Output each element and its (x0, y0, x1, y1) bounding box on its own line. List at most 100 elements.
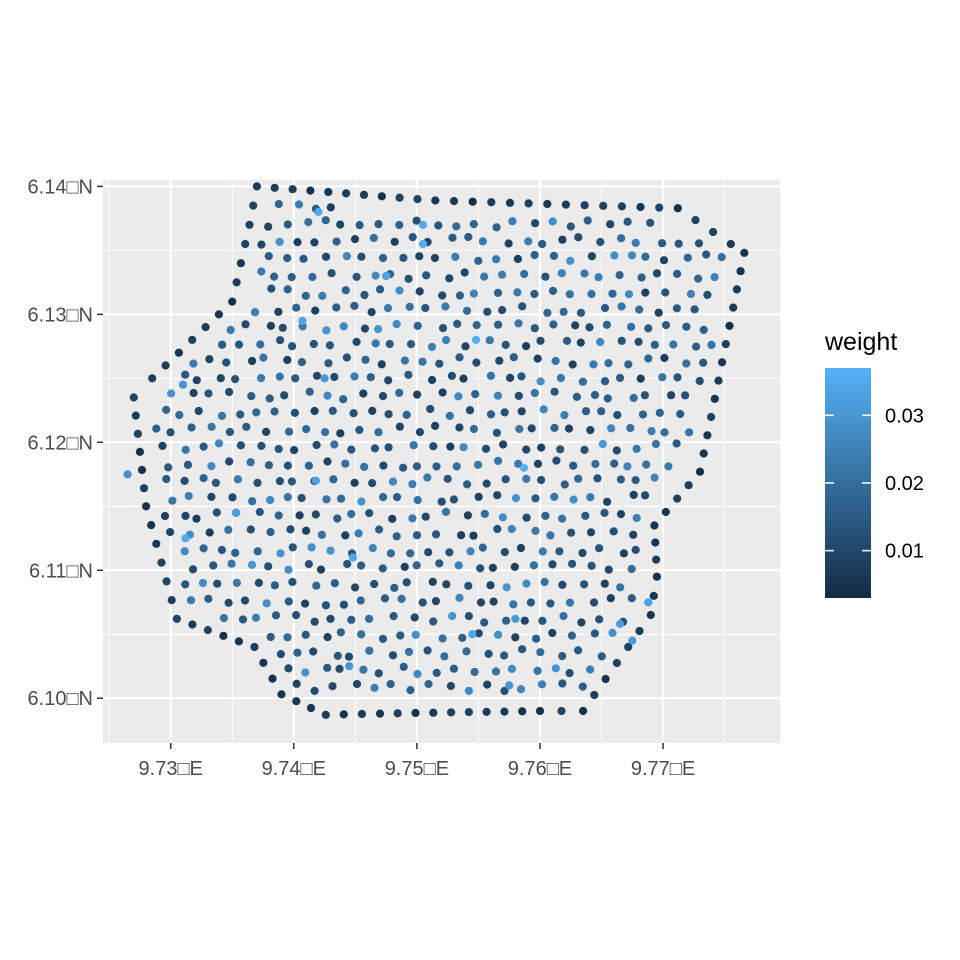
data-point (168, 496, 177, 505)
data-point (360, 324, 370, 333)
data-point (505, 198, 515, 207)
data-point (257, 441, 266, 450)
data-point (537, 443, 546, 452)
data-point (564, 424, 574, 433)
data-point (522, 513, 531, 522)
data-point (707, 340, 716, 349)
data-point (460, 268, 469, 277)
data-point (600, 377, 610, 386)
data-point (480, 618, 489, 627)
data-point (590, 390, 600, 400)
data-point (557, 269, 566, 278)
data-point (552, 456, 561, 465)
data-point (440, 652, 449, 661)
data-point (152, 424, 161, 433)
data-point (483, 307, 492, 316)
data-point (518, 302, 527, 311)
data-point (478, 543, 487, 552)
data-point (248, 356, 257, 366)
data-point (415, 252, 424, 261)
data-point (641, 288, 650, 297)
data-point (175, 410, 184, 420)
data-point (323, 663, 332, 672)
data-point (636, 202, 645, 212)
data-point (594, 273, 603, 282)
data-point (162, 474, 171, 484)
data-point (323, 391, 332, 400)
data-point (559, 611, 568, 621)
data-point (178, 380, 188, 389)
data-point (276, 336, 285, 345)
data-point (357, 252, 366, 261)
data-point (297, 358, 306, 367)
data-point (246, 525, 255, 534)
data-point (682, 359, 691, 368)
data-point (616, 509, 626, 519)
data-point (399, 253, 408, 262)
data-point (427, 342, 437, 351)
data-point (683, 253, 692, 262)
data-point (245, 220, 254, 229)
data-point (695, 467, 705, 476)
data-point (442, 580, 451, 589)
data-point (606, 594, 615, 603)
data-point (432, 668, 441, 678)
data-point (264, 252, 273, 261)
data-point (474, 256, 483, 265)
data-point (673, 204, 682, 213)
data-point (654, 308, 663, 317)
data-point (452, 462, 461, 471)
data-point (339, 710, 348, 719)
data-point (531, 219, 540, 228)
data-point (686, 289, 696, 299)
data-point (583, 216, 592, 225)
data-point (275, 372, 284, 381)
data-point (418, 239, 428, 249)
data-point (318, 291, 327, 300)
data-point (578, 548, 587, 558)
data-point (337, 494, 346, 503)
legend: weight 0.01 0.02 0.03 (824, 328, 924, 598)
data-point (301, 291, 310, 300)
data-point (660, 428, 669, 437)
data-point (637, 273, 646, 282)
data-point (661, 507, 670, 517)
data-point (600, 579, 609, 588)
data-point (430, 253, 439, 263)
data-point (227, 559, 236, 568)
data-point (566, 256, 575, 265)
data-point (332, 303, 341, 312)
data-point (207, 462, 216, 471)
data-point (627, 564, 636, 574)
data-point (418, 220, 428, 229)
data-point (551, 664, 560, 673)
data-point (188, 620, 197, 629)
data-point (612, 658, 622, 668)
data-point (321, 601, 330, 610)
data-point (429, 708, 438, 717)
data-point (567, 528, 576, 537)
data-point (541, 511, 550, 520)
data-point (379, 493, 388, 502)
data-point (291, 374, 300, 383)
data-point (431, 597, 440, 606)
data-point (321, 710, 330, 719)
data-point (241, 239, 250, 249)
data-point (725, 321, 734, 330)
data-point (468, 197, 477, 206)
data-point (702, 250, 711, 259)
data-point (312, 371, 322, 380)
data-point (464, 232, 473, 242)
data-point (204, 594, 213, 603)
data-point (312, 440, 321, 450)
data-point (587, 561, 596, 570)
data-point (581, 407, 591, 416)
data-point (368, 406, 377, 415)
data-point (641, 491, 650, 500)
data-point (348, 553, 357, 562)
data-point (350, 372, 359, 381)
data-point (225, 387, 234, 397)
data-point (342, 189, 351, 198)
data-point (455, 291, 464, 300)
data-point (627, 594, 636, 603)
